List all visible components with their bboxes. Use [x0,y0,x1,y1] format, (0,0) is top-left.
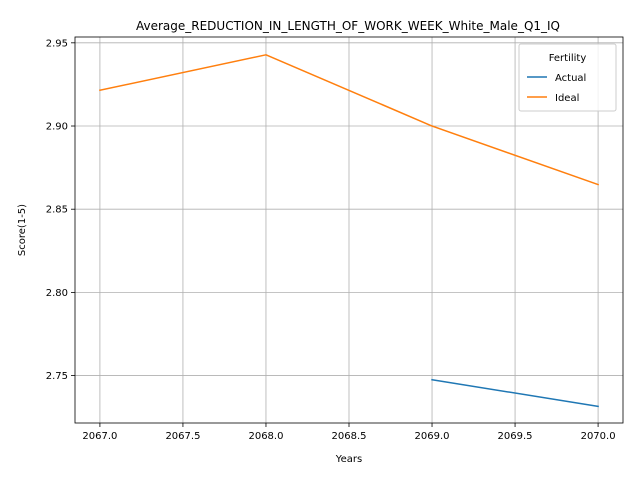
legend-label-actual: Actual [555,73,586,84]
series-lines [99,54,600,408]
y-tick-label: 2.75 [46,371,68,382]
x-tick-label: 2070.0 [581,431,616,442]
legend-title: Fertility [549,53,587,64]
x-tick-label: 2068.5 [332,431,367,442]
x-tick-label: 2068.0 [248,431,283,442]
grid-lines [75,37,623,423]
chart-title: Average_REDUCTION_IN_LENGTH_OF_WORK_WEEK… [136,19,560,33]
x-tick-label: 2067.0 [82,431,117,442]
y-tick-label: 2.95 [46,38,68,49]
x-tick-label: 2069.0 [415,431,450,442]
y-tick-label: 2.90 [46,122,68,133]
x-axis-ticks: 2067.0 2067.5 2068.0 2068.5 2069.0 2069.5 2070… [82,423,616,442]
x-tick-label: 2069.5 [498,431,533,442]
series-line-ideal [99,54,600,186]
legend: Fertility Actual Ideal [518,43,617,112]
legend-box [518,43,617,112]
y-tick-label: 2.80 [46,288,68,299]
y-axis-label: Score(1-5) [17,204,28,256]
series-line-actual [431,378,599,408]
x-tick-label: 2067.5 [165,431,200,442]
legend-label-ideal: Ideal [555,93,579,104]
x-axis-label: Years [335,454,362,465]
y-tick-label: 2.85 [46,205,68,216]
y-axis-ticks: 2.75 2.80 2.85 2.90 2.95 [46,38,75,382]
